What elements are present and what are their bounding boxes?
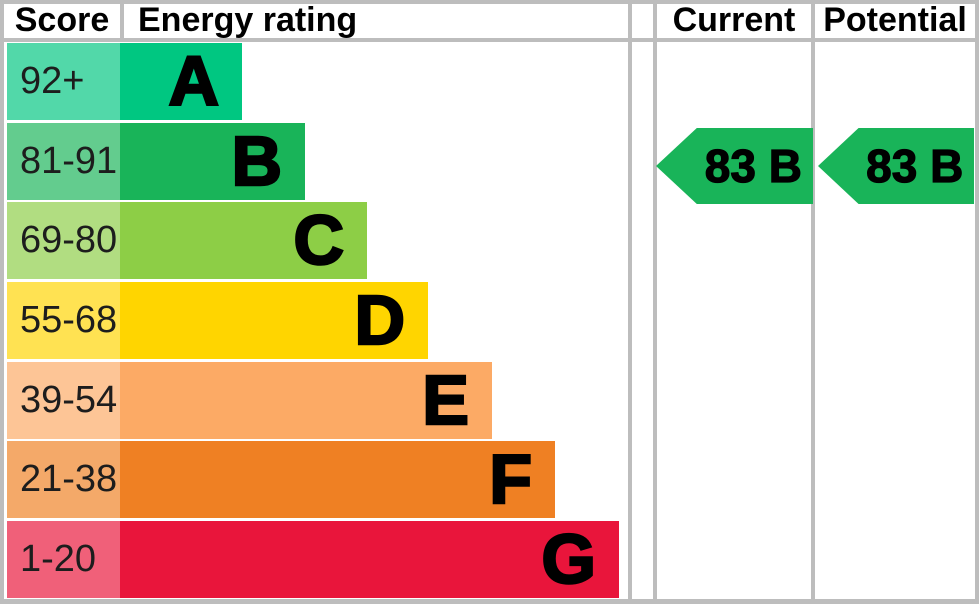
score-range-cell: 1-20 [7, 521, 120, 598]
border-bottom [0, 599, 979, 604]
current-rating-arrow: 83 B [656, 128, 813, 204]
current-rating-label: 83 B [704, 139, 802, 192]
score-range-cell: 81-91 [7, 123, 120, 200]
rating-letter: E [421, 360, 470, 440]
border-top [0, 0, 979, 4]
rating-letter: D [353, 280, 406, 360]
border-left [0, 0, 4, 604]
score-range-cell: 69-80 [7, 202, 120, 279]
score-range-cell: 92+ [7, 43, 120, 120]
rating-bar: C [120, 200, 367, 280]
score-range-cell: 39-54 [7, 362, 120, 439]
energy-rating-column-header: Energy rating [138, 1, 358, 39]
score-range-cell: 55-68 [7, 282, 120, 359]
potential-rating-arrow: 83 B [818, 128, 974, 204]
divider-rating-right [628, 0, 632, 604]
border-right [975, 0, 979, 604]
score-column-header: Score [14, 1, 110, 39]
divider-current-left [653, 0, 657, 604]
divider-current-potential [811, 0, 815, 604]
potential-rating-label: 83 B [866, 139, 964, 192]
rating-bar: E [120, 360, 492, 440]
rating-bar: A [120, 41, 242, 121]
divider-score-rating-header [120, 0, 124, 42]
score-range-cell: 21-38 [7, 441, 120, 518]
header-underline [0, 38, 979, 42]
rating-bar: G [120, 519, 619, 599]
rating-letter: A [167, 41, 220, 121]
current-column-header: Current [672, 1, 796, 39]
rating-letter: F [488, 439, 533, 519]
rating-letter: C [292, 200, 345, 280]
rating-letter: G [540, 519, 597, 599]
rating-letter: B [230, 121, 283, 201]
rating-bar: B [120, 121, 305, 201]
potential-column-header: Potential [823, 1, 967, 39]
rating-bar: F [120, 439, 555, 519]
rating-bar: D [120, 280, 428, 360]
